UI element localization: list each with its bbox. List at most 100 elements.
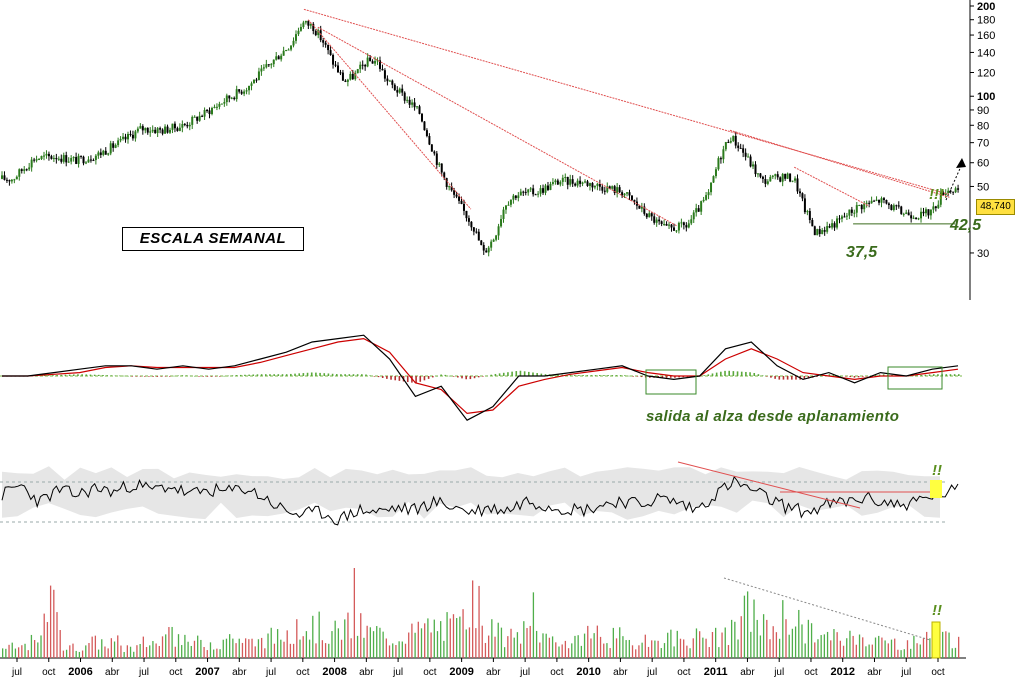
candle-body <box>455 194 458 197</box>
volume-bar <box>762 614 765 658</box>
candle-body <box>164 126 167 134</box>
candle-body <box>112 143 115 148</box>
candle-body <box>702 199 705 202</box>
candle-body <box>75 157 78 164</box>
volume-bar <box>804 643 806 658</box>
volume-bar <box>529 625 531 658</box>
macd-histogram-bar <box>598 375 601 376</box>
volume-bar <box>711 632 714 658</box>
candle-body <box>653 216 656 223</box>
volume-bar <box>542 633 544 658</box>
macd-histogram-bar <box>373 376 376 377</box>
candle-body <box>183 124 186 126</box>
volume-bar <box>539 642 541 658</box>
volume-bar <box>858 634 861 658</box>
candle-body <box>277 56 280 60</box>
candle-body <box>453 190 456 195</box>
volume-bar <box>922 638 925 658</box>
volume-bar <box>810 623 813 658</box>
candle-body <box>774 174 777 176</box>
candle-body <box>873 200 876 202</box>
volume-bar <box>903 649 905 658</box>
candle-body <box>920 211 923 219</box>
macd-histogram-bar <box>632 376 634 377</box>
macd-comment: salida al alza desde aplanamiento <box>646 408 900 425</box>
candle-body <box>252 79 255 84</box>
volume-bar <box>372 631 375 658</box>
x-tick-label: oct <box>931 667 945 678</box>
macd-histogram-bar <box>452 376 455 377</box>
candle-body <box>341 72 344 81</box>
candle-body <box>544 185 547 193</box>
volume-highlight-bar <box>931 621 941 659</box>
candle-body <box>15 176 18 180</box>
volume-bar <box>874 637 877 658</box>
breakout-arrow-head <box>956 158 966 168</box>
volume-bar <box>292 643 295 658</box>
candle-body <box>687 223 690 228</box>
x-tick-label: oct <box>42 667 56 678</box>
macd-histogram-bar <box>369 375 371 376</box>
macd-histogram-bar <box>782 376 785 380</box>
volume-bar <box>53 589 55 658</box>
candle-body <box>492 239 495 242</box>
macd-histogram-bar <box>791 376 793 380</box>
candle-body <box>30 159 33 168</box>
macd-histogram-bar <box>223 375 225 377</box>
candle-body <box>3 175 6 180</box>
volume-bar <box>200 639 202 658</box>
candle-body <box>297 30 300 35</box>
price-tick-label: 200 <box>977 1 995 13</box>
macd-histogram-bar <box>661 376 664 378</box>
macd-histogram-bar <box>252 374 255 376</box>
candle-body <box>786 173 789 179</box>
candle-body <box>262 67 265 69</box>
x-tick-label: jul <box>138 667 149 678</box>
volume-bar <box>884 640 886 658</box>
candle-body <box>663 223 666 225</box>
macd-histogram-bar <box>465 376 467 380</box>
macd-flat-box-2010 <box>645 369 697 395</box>
candle-body <box>196 116 199 121</box>
candle-body <box>697 208 700 212</box>
candle-body <box>435 153 438 165</box>
x-tick-label: abr <box>359 667 374 678</box>
volume-bar <box>849 630 851 658</box>
macd-histogram-bar <box>649 376 651 378</box>
candle-body <box>307 20 310 26</box>
candle-body <box>122 136 125 139</box>
volume-bar <box>155 643 157 658</box>
volume-bar <box>814 642 816 658</box>
volume-bar <box>430 632 432 658</box>
volume-bar <box>868 644 870 658</box>
candle-body <box>650 213 653 217</box>
macd-histogram-bar <box>64 374 67 376</box>
candle-body <box>897 205 900 207</box>
candle-body <box>952 191 955 193</box>
x-tick-label: jul <box>646 667 657 678</box>
candle-body <box>119 138 122 141</box>
candle-body <box>260 68 263 72</box>
macd-histogram-bar <box>68 374 71 376</box>
candle-body <box>181 124 184 128</box>
candle-body <box>574 183 577 186</box>
candle-body <box>502 209 505 219</box>
x-tick-label: jul <box>773 667 784 678</box>
candle-body <box>556 180 559 185</box>
candle-body <box>611 186 614 189</box>
candle-body <box>522 191 525 193</box>
candle-body <box>386 78 389 82</box>
volume-bar <box>852 635 854 658</box>
volume-bar <box>798 609 800 658</box>
candle-body <box>668 224 671 226</box>
candle-body <box>87 159 90 163</box>
volume-bar <box>743 595 746 658</box>
macd-histogram-bar <box>269 374 271 376</box>
candle-body <box>937 204 940 209</box>
candle-body <box>378 60 381 69</box>
macd-histogram-bar <box>331 373 334 376</box>
candle-body <box>65 155 68 163</box>
volume-bar <box>532 592 535 658</box>
volume-bar <box>599 636 602 658</box>
candle-body <box>146 127 149 133</box>
